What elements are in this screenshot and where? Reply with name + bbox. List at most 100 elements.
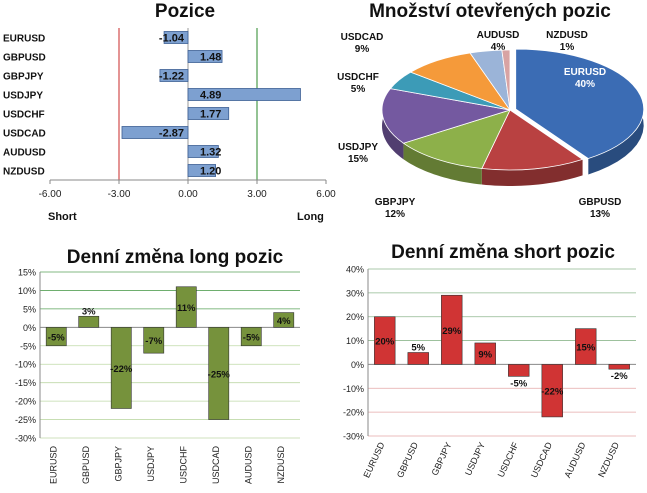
- value-label: -1.04: [159, 33, 185, 45]
- pie-slice-percent: 5%: [351, 84, 366, 95]
- bar: [508, 364, 530, 377]
- bar: [374, 316, 396, 365]
- value-label: -5%: [48, 333, 65, 344]
- category-label: GBPUSD: [81, 446, 91, 485]
- pie-slice-name: USDJPY: [338, 142, 378, 153]
- x-tick-label: 6.00: [316, 189, 336, 200]
- x-tick-label: -6.00: [39, 189, 62, 200]
- category-label: NZDUSD: [596, 440, 621, 479]
- category-label: EURUSD: [3, 34, 45, 45]
- value-label: -1.22: [159, 71, 184, 83]
- position-bar: [121, 126, 189, 139]
- bar: [143, 327, 165, 354]
- category-label: EURUSD: [48, 446, 58, 485]
- x-tick-label: 3.00: [247, 189, 267, 200]
- y-tick-label: 15%: [18, 268, 36, 278]
- value-label: -5%: [510, 378, 527, 389]
- value-label: 11%: [177, 303, 196, 314]
- y-tick-label: -20%: [15, 397, 36, 407]
- bar: [240, 327, 262, 347]
- value-label: -7%: [145, 336, 162, 347]
- y-tick-label: 20%: [346, 312, 364, 322]
- y-tick-label: -30%: [343, 432, 364, 442]
- pie-slice-percent: 12%: [385, 209, 405, 220]
- category-label: NZDUSD: [3, 167, 45, 178]
- pie-slice: [501, 49, 511, 111]
- category-label: NZDUSD: [276, 446, 286, 484]
- long-change-title: Denní změna long pozic: [66, 247, 284, 268]
- position-bar: [187, 164, 217, 177]
- bar: [175, 286, 197, 328]
- category-label: GBPJPY: [429, 441, 453, 477]
- x-tick-label: 0.00: [178, 189, 198, 200]
- position-bar: [187, 145, 219, 158]
- bar: [78, 315, 100, 328]
- value-label: 1.77: [200, 109, 221, 121]
- value-label: 4%: [277, 316, 291, 327]
- value-label: -25%: [208, 369, 231, 380]
- value-label: 5%: [411, 343, 425, 354]
- bar: [273, 312, 295, 328]
- bar: [208, 327, 230, 420]
- category-label: GBPUSD: [3, 53, 46, 64]
- short-annotation: Short: [48, 211, 77, 223]
- bar: [110, 327, 132, 409]
- y-tick-label: -15%: [15, 378, 36, 388]
- y-tick-label: -30%: [15, 434, 36, 444]
- pie-title: Množství otevřených pozic: [369, 1, 611, 22]
- short-change-title: Denní změna short pozic: [391, 242, 615, 263]
- pie-slice: [515, 48, 645, 159]
- bar: [45, 327, 67, 347]
- category-label: USDJPY: [146, 446, 156, 482]
- pie-slice-percent: 1%: [560, 42, 575, 53]
- pie-slice: [481, 109, 584, 171]
- category-label: GBPUSD: [395, 440, 420, 479]
- pie-slice: [402, 109, 511, 169]
- category-label: USDCHF: [496, 440, 521, 479]
- y-tick-label: 0%: [23, 323, 36, 333]
- y-tick-label: 10%: [346, 336, 364, 346]
- value-label: -22%: [541, 387, 564, 398]
- bar: [608, 364, 630, 370]
- category-label: USDCAD: [529, 440, 554, 479]
- value-label: 9%: [478, 350, 492, 361]
- pie-slice-name: GBPJPY: [375, 197, 416, 208]
- pie-slice-name: USDCHF: [337, 72, 379, 83]
- value-label: -2.87: [159, 128, 184, 140]
- y-tick-label: -5%: [20, 341, 36, 351]
- value-label: 3%: [82, 306, 96, 317]
- pie-slice-name: EURUSD: [564, 67, 606, 78]
- y-tick-label: -25%: [15, 415, 36, 425]
- category-label: AUDUSD: [562, 440, 587, 479]
- pie-slice-percent: 40%: [575, 79, 595, 90]
- y-tick-label: -20%: [343, 408, 364, 418]
- bar: [541, 364, 563, 418]
- y-tick-label: -10%: [15, 360, 36, 370]
- pie-slice-percent: 13%: [590, 209, 610, 220]
- category-label: USDCHF: [3, 110, 45, 121]
- value-label: 4.89: [200, 90, 221, 102]
- y-tick-label: 30%: [346, 288, 364, 298]
- bar: [575, 328, 597, 365]
- y-tick-label: 10%: [18, 286, 36, 296]
- position-bar: [187, 50, 223, 63]
- category-label: USDCAD: [211, 446, 221, 485]
- category-label: GBPJPY: [3, 72, 44, 83]
- value-label: 1.20: [200, 166, 221, 178]
- position-bar: [159, 69, 189, 82]
- value-label: -22%: [110, 364, 133, 375]
- pie-slice-percent: 9%: [355, 44, 370, 55]
- y-tick-label: 0%: [351, 360, 364, 370]
- pie-slice-name: NZDUSD: [546, 30, 588, 41]
- pie-slice-percent: 4%: [491, 42, 506, 53]
- category-label: EURUSD: [361, 440, 386, 479]
- bar: [474, 342, 496, 365]
- positions-title: Pozice: [154, 1, 216, 22]
- pie-slice-percent: 15%: [348, 154, 368, 165]
- y-tick-label: -10%: [343, 384, 364, 394]
- bar: [407, 352, 429, 365]
- value-label: 1.48: [200, 52, 221, 64]
- y-tick-label: 5%: [23, 304, 36, 314]
